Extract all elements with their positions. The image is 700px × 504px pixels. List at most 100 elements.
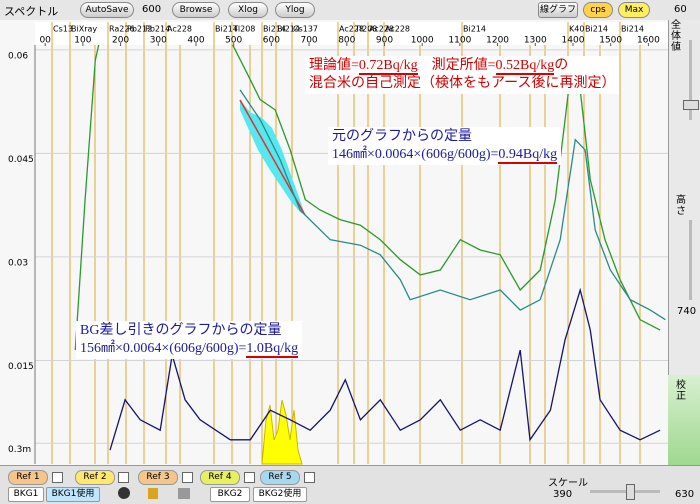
ref-checkbox[interactable]: [244, 472, 255, 483]
annotation-text: 146㎟×0.0064×(606g/600g)=: [332, 147, 499, 162]
ref-button[interactable]: Ref 5: [260, 470, 300, 485]
ref-checkbox[interactable]: [118, 472, 129, 483]
annotation-text: 測定所値=: [417, 58, 496, 73]
x-tick-label: 300: [150, 36, 167, 46]
bkg2-button[interactable]: BKG2: [210, 487, 250, 502]
annotation-text: 元のグラフからの定量: [332, 129, 472, 144]
nuclide-label: Cs13: [53, 25, 73, 34]
x-tick-label: 900: [376, 36, 393, 46]
icon[interactable]: [118, 487, 130, 499]
ref-button[interactable]: Ref 2: [75, 470, 115, 485]
xlog-button[interactable]: Xlog: [228, 2, 268, 18]
peak-area-fill: [261, 399, 303, 465]
x-tick-label: 400: [187, 36, 204, 46]
x-tick-label: 1100: [448, 36, 471, 46]
nuclide-label: Cs137: [293, 25, 318, 34]
icon[interactable]: [148, 488, 158, 499]
calibration-area: [668, 375, 700, 465]
nuclide-label: Tl208: [232, 25, 255, 34]
nuclide-lines: [51, 22, 641, 464]
x-tick-label: 600: [263, 36, 280, 46]
nuclide-label: Ac228: [167, 25, 192, 34]
annotation-text: 156㎟×0.0064×(606g/600g)=: [80, 341, 247, 356]
x-tick-label: 1600: [637, 36, 660, 46]
bottom-bar: [0, 465, 700, 504]
ref-button[interactable]: Ref 4: [200, 470, 240, 485]
icon[interactable]: [178, 488, 190, 499]
overall-label: 全体値: [671, 20, 681, 53]
nuclide-label: BiXray: [71, 25, 97, 34]
nuclide-label: Bi214: [621, 25, 644, 34]
calibration-label: 校正: [676, 380, 686, 402]
y-tick-label: 0.015: [8, 362, 34, 372]
scale-track: [590, 490, 660, 493]
ref-button[interactable]: Ref 3: [138, 470, 178, 485]
series-line: [239, 89, 666, 321]
ref-checkbox[interactable]: [182, 472, 193, 483]
nuclide-label: Ac228: [339, 25, 364, 34]
ref-checkbox[interactable]: [304, 472, 315, 483]
annotation-text: 理論値=: [309, 58, 359, 73]
panel-title: スペクトル: [4, 5, 59, 18]
scale-label: スケール: [548, 478, 588, 489]
autosave-button[interactable]: AutoSave: [80, 2, 134, 18]
height-value: 740: [677, 306, 697, 317]
autosave-value: 600: [142, 4, 162, 15]
series-line: [109, 287, 661, 451]
nuclide-label: K40: [569, 25, 584, 34]
annotation: BG差し引きのグラフからの定量 156㎟×0.0064×(606g/600g)=1…: [76, 321, 303, 359]
slider-track: [689, 220, 692, 300]
annotation-line: 理論値=0.72Bq/kg 測定所値=0.52Bq/kgの: [309, 57, 615, 75]
nuclide-label: Bi214: [463, 25, 486, 34]
slider-thumb[interactable]: [683, 100, 699, 110]
scale-thumb[interactable]: [626, 484, 635, 500]
nuclide-label: Pb214: [145, 25, 170, 34]
nuclide-label: Pb212: [127, 25, 152, 34]
nuclide-label: Ac228: [369, 25, 394, 34]
ref-checkbox[interactable]: [52, 472, 63, 483]
annotation-text: 0.52Bq/kg: [495, 58, 555, 75]
nuclide-label: Ra226: [109, 25, 135, 34]
ylog-button[interactable]: Ylog: [275, 2, 315, 18]
ref-button[interactable]: Ref 1: [8, 470, 48, 485]
annotation-line: 146㎟×0.0064×(606g/600g)=0.94Bq/kg: [332, 146, 558, 164]
y-tick-label: 0.045: [8, 155, 34, 165]
x-tick-label: 1200: [486, 36, 509, 46]
x-tick-label: 1400: [562, 36, 585, 46]
y-tick-label: 0.06: [8, 51, 28, 61]
nuclide-label: Tl208: [354, 25, 377, 34]
bkg2-use-button[interactable]: BKG2使用: [253, 487, 307, 502]
graph-mode-button[interactable]: 線グラフ: [538, 2, 578, 18]
max-button[interactable]: Max: [618, 2, 650, 18]
annotation: 元のグラフからの定量 146㎟×0.0064×(606g/600g)=0.94Bq…: [328, 127, 562, 165]
bkg1-use-button[interactable]: BKG1使用: [46, 487, 100, 502]
nuclide-label: Bi214: [277, 25, 300, 34]
calibration-value: 630: [675, 489, 695, 500]
x-tick-label: 00: [39, 36, 51, 46]
x-tick-label: 800: [338, 36, 355, 46]
scale-value: 390: [553, 489, 573, 500]
browse-button[interactable]: Browse: [172, 2, 220, 18]
bkg1-button[interactable]: BKG1: [8, 487, 44, 502]
x-tick-label: 700: [300, 36, 317, 46]
x-tick-label: 1500: [599, 36, 622, 46]
unit-button[interactable]: cps: [583, 2, 613, 18]
nuclide-label: Bi214: [263, 25, 286, 34]
x-tick-label: 500: [225, 36, 242, 46]
x-tick-label: 1000: [411, 36, 434, 46]
annotation-text: 0.94Bq/kg: [498, 147, 558, 164]
nuclide-label: Bi214: [585, 25, 608, 34]
y-tick-label: 0.3m: [8, 445, 31, 455]
nuclide-label: Ac228: [385, 25, 410, 34]
label-band: [35, 22, 668, 45]
x-tick-label: 200: [112, 36, 129, 46]
x-tick-label: 100: [74, 36, 91, 46]
annotation-line: 混合米の自己測定（検体をもアース後に再測定）: [309, 75, 615, 93]
annotation-text: 0.72Bq/kg: [358, 58, 418, 75]
annotation-line: 元のグラフからの定量: [332, 128, 557, 146]
chart-background: [0, 20, 668, 465]
annotation: 理論値=0.72Bq/kg 測定所値=0.52Bq/kgの 混合米の自己測定（検体…: [305, 56, 620, 94]
